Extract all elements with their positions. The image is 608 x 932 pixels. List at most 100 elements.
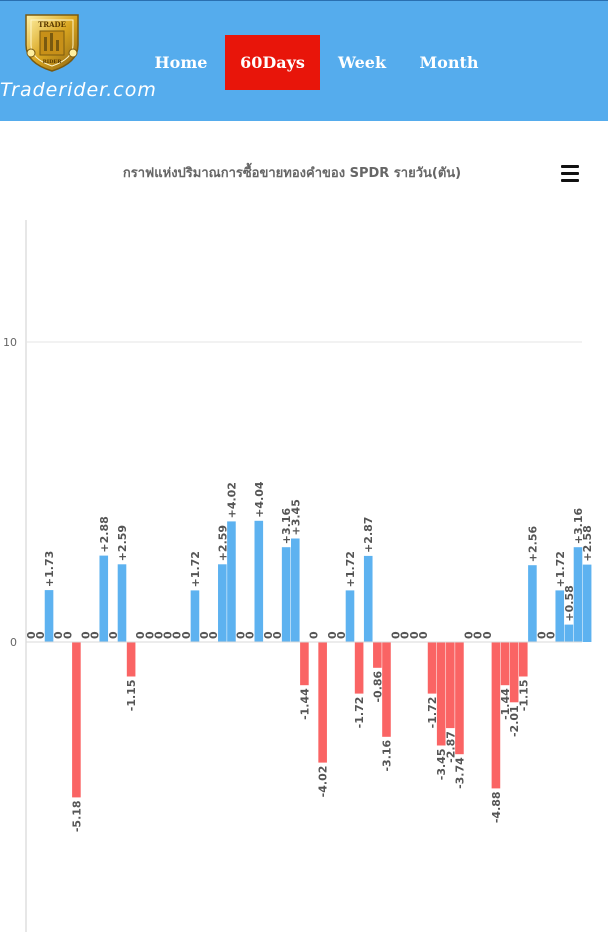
data-label: 0: [25, 631, 38, 639]
data-label: -1.15: [125, 680, 138, 712]
bar: [573, 547, 583, 642]
data-label: -1.44: [499, 688, 512, 720]
data-label: +3.16: [572, 507, 585, 544]
logo-text-top: TRADE: [38, 20, 66, 29]
logo-text-bottom: RIDER: [43, 59, 63, 65]
brand-name[interactable]: Traderider.com: [0, 79, 157, 101]
data-label: +2.58: [581, 525, 594, 561]
nav-60days[interactable]: 60Days: [225, 35, 320, 90]
data-label: +3.16: [280, 507, 293, 544]
bar: [254, 520, 264, 642]
data-label: 0: [545, 631, 558, 639]
chart-title: กราฟแห่งปริมาณการซื้อขายทองคำของ SPDR รา…: [122, 166, 462, 181]
bar: [281, 547, 291, 642]
bar: [555, 590, 565, 642]
data-label: 0: [271, 631, 284, 639]
data-label: +4.02: [225, 482, 238, 518]
data-label: -3.74: [453, 757, 466, 789]
data-label: 0: [52, 631, 65, 639]
data-label: +1.72: [189, 551, 202, 587]
data-label: +2.59: [116, 525, 129, 561]
bar: [126, 642, 136, 677]
bar: [500, 642, 510, 686]
bar: [528, 565, 537, 642]
bar: [509, 642, 519, 703]
data-label: 0: [308, 631, 321, 639]
data-label: 0: [152, 631, 165, 639]
data-label: -0.86: [371, 670, 384, 702]
data-label: 0: [143, 631, 156, 639]
y-tick-label: 0: [10, 636, 17, 649]
y-tick-label: 10: [3, 336, 17, 349]
data-label: -3.16: [380, 739, 393, 771]
data-label: 0: [481, 631, 494, 639]
nav-week[interactable]: Week: [337, 53, 387, 72]
data-label: 0: [80, 631, 93, 639]
data-label: 0: [235, 631, 248, 639]
data-label: 0: [417, 631, 430, 639]
data-label: +3.45: [289, 499, 302, 535]
data-label: 0: [171, 631, 184, 639]
bar: [99, 555, 109, 642]
bar: [318, 642, 327, 763]
bar: [44, 590, 54, 642]
bar: [582, 564, 592, 642]
bar: [117, 564, 127, 642]
data-label: 0: [107, 631, 120, 639]
data-label: -1.72: [426, 697, 439, 729]
bar: [72, 642, 81, 798]
data-label: -1.72: [353, 697, 366, 729]
data-label: +0.58: [563, 585, 576, 621]
data-label: -4.02: [317, 766, 330, 798]
data-label: 0: [198, 631, 211, 639]
data-label: 0: [61, 631, 74, 639]
data-label: 0: [326, 631, 339, 639]
data-label: -3.45: [435, 749, 448, 781]
data-label: +4.04: [253, 481, 266, 518]
data-label: 0: [472, 631, 485, 639]
bar: [354, 642, 364, 694]
data-label: 0: [390, 631, 403, 639]
data-label: -4.88: [490, 791, 503, 823]
data-label: -1.44: [298, 688, 311, 720]
bar: [227, 521, 236, 642]
data-label: +2.56: [526, 525, 539, 562]
bar: [436, 642, 446, 746]
nav-month[interactable]: Month: [419, 53, 479, 72]
data-label: +1.72: [554, 551, 567, 587]
bar: [218, 564, 227, 642]
data-label: 0: [180, 631, 193, 639]
bar: [564, 624, 574, 642]
bar: [190, 590, 200, 642]
data-label: 0: [134, 631, 147, 639]
data-label: +2.88: [98, 516, 111, 552]
bar: [518, 642, 528, 677]
hamburger-menu-icon[interactable]: [561, 165, 579, 183]
bar: [345, 590, 355, 642]
bar-chart: 01000+1.7300-5.1800+2.880+2.59-1.1500000…: [3, 220, 594, 932]
top-bar: TRADE RIDER Traderider.com Home 60Days W…: [0, 0, 608, 121]
data-label: 0: [244, 631, 257, 639]
data-label: 0: [399, 631, 412, 639]
data-label: 0: [162, 631, 175, 639]
data-label: 0: [408, 631, 421, 639]
data-label: -5.18: [70, 800, 83, 832]
data-label: -2.01: [508, 705, 521, 737]
data-label: +1.72: [344, 551, 357, 587]
data-label: 0: [262, 631, 275, 639]
data-label: 0: [335, 631, 348, 639]
data-label: +1.73: [43, 551, 56, 587]
data-label: -1.15: [517, 680, 530, 712]
bar: [363, 555, 373, 642]
bar: [446, 642, 455, 729]
trade-rider-logo-icon[interactable]: TRADE RIDER: [20, 11, 84, 73]
data-label: +2.87: [362, 517, 375, 553]
bar: [455, 642, 464, 755]
data-label: -2.87: [444, 731, 457, 763]
bar: [300, 642, 309, 686]
data-label: 0: [536, 631, 549, 639]
bar: [373, 642, 382, 668]
data-label: +2.59: [216, 525, 229, 561]
nav-home[interactable]: Home: [154, 53, 208, 72]
bar: [491, 642, 501, 789]
